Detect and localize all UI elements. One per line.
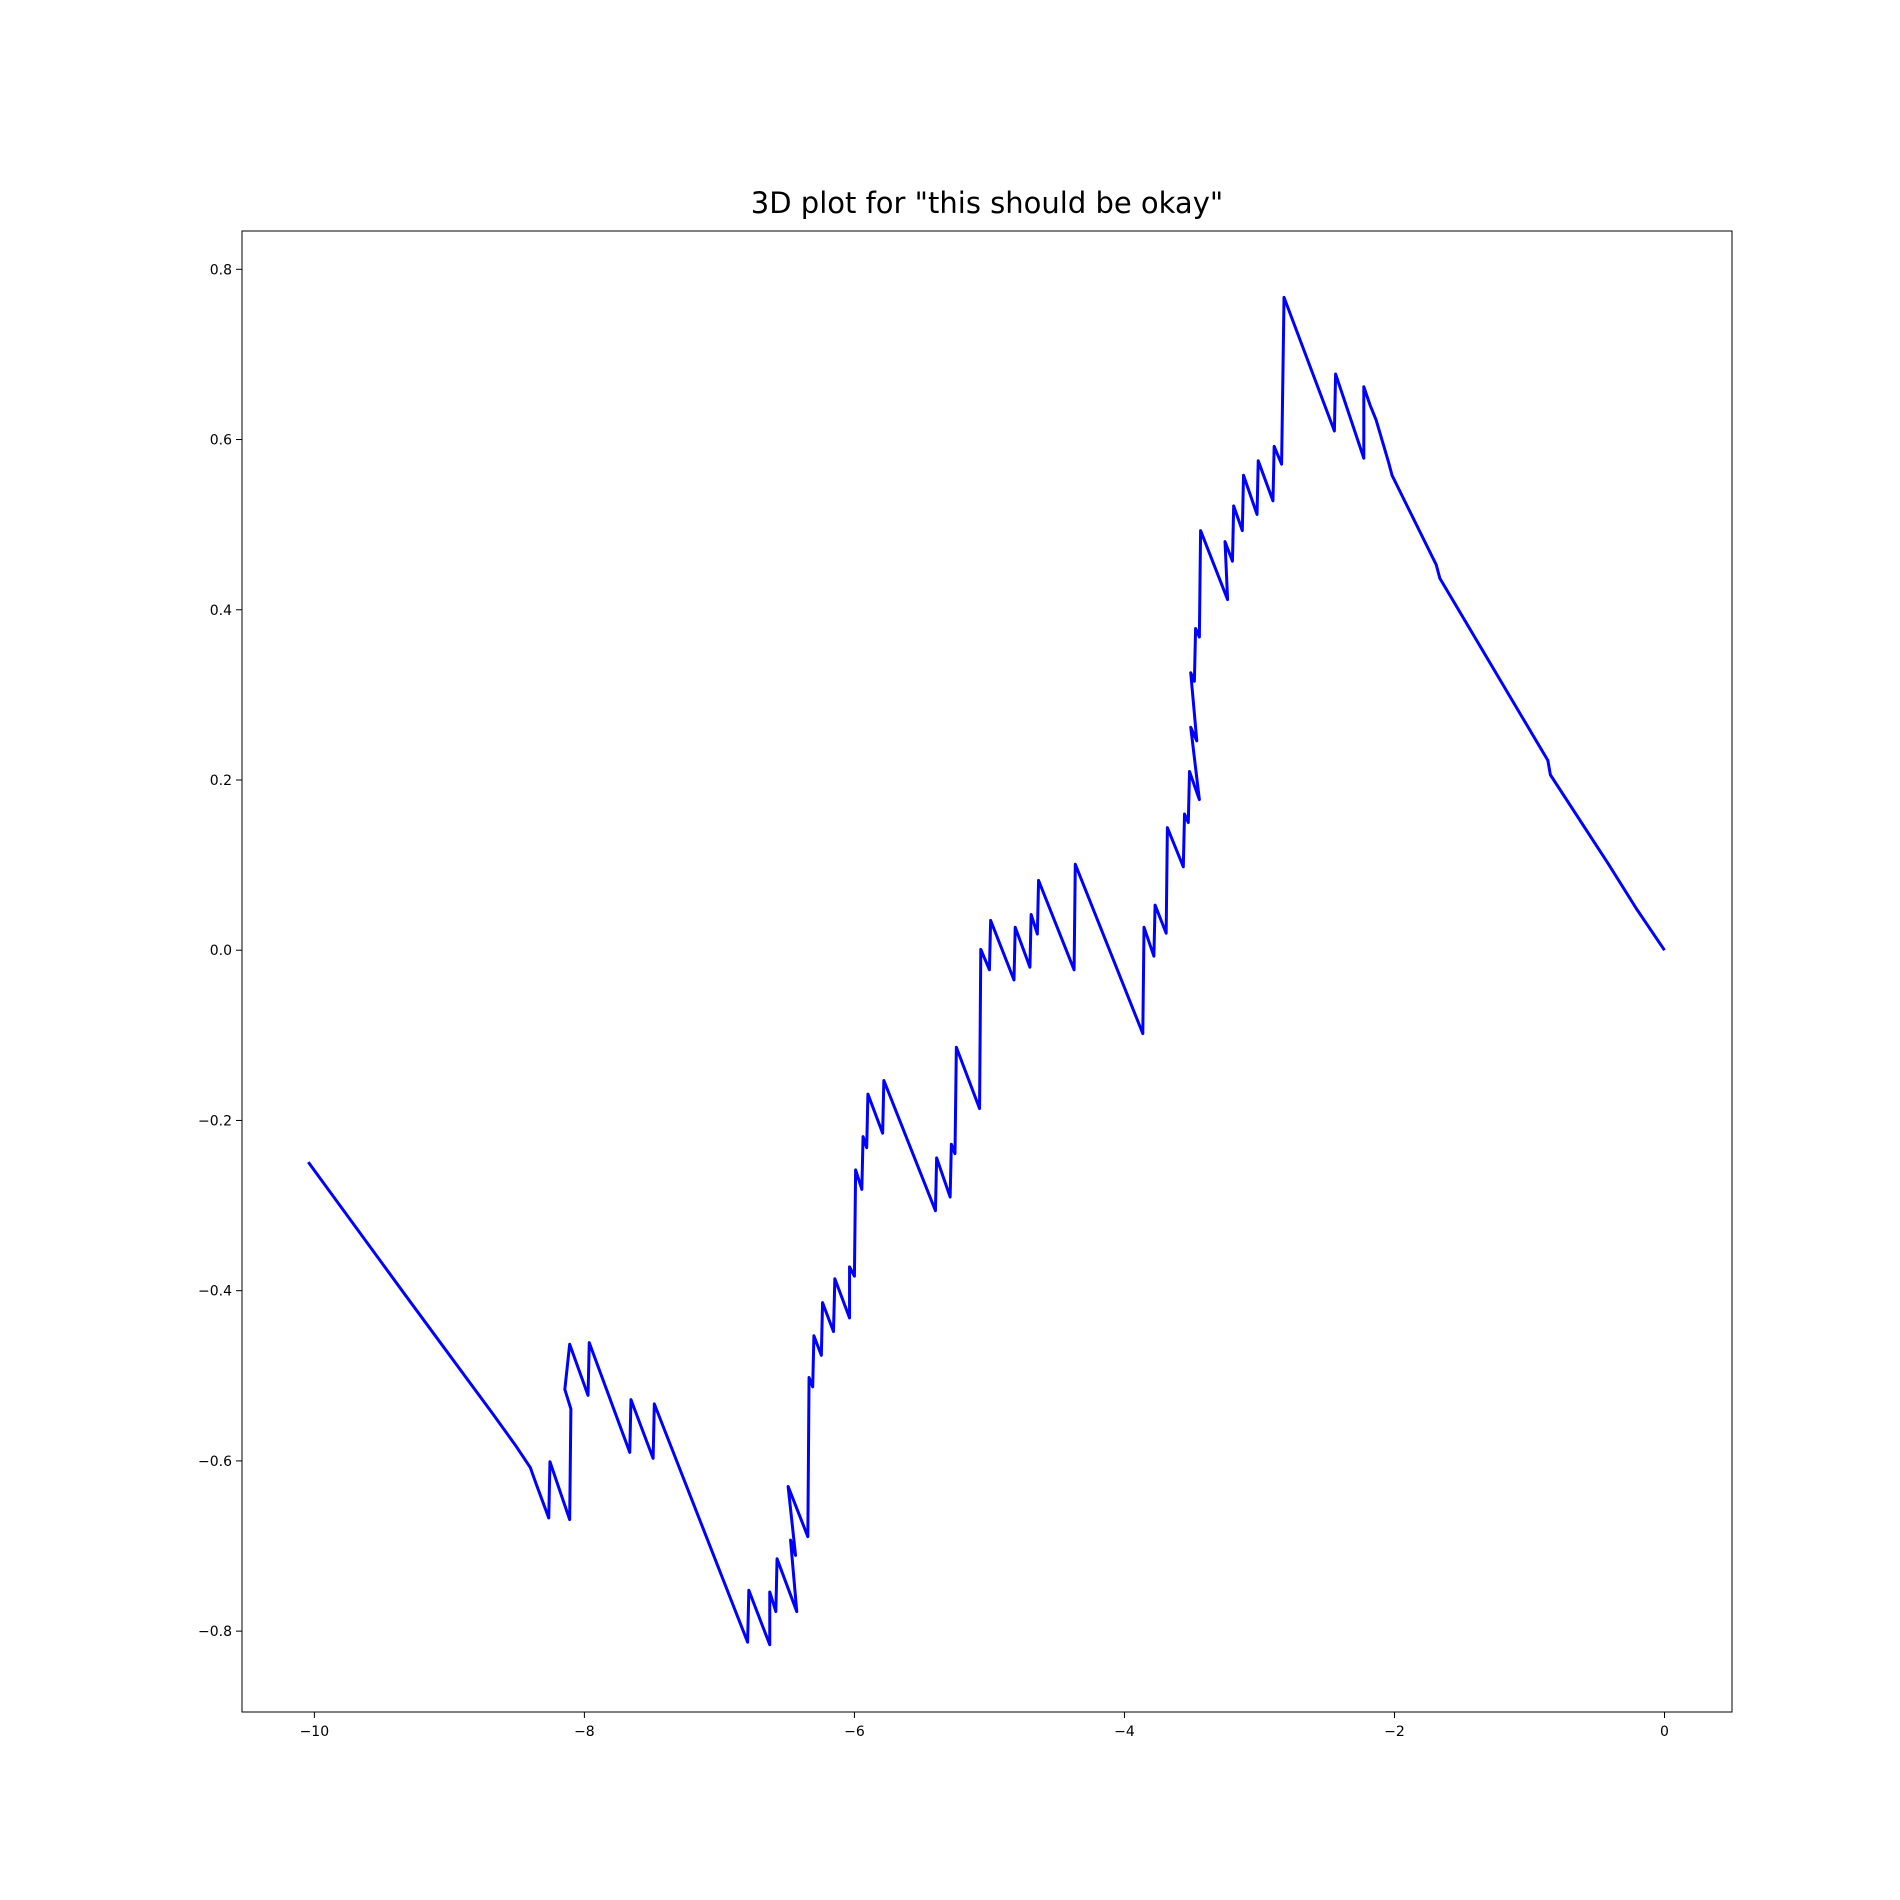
y-tick-label: −0.8 bbox=[198, 1624, 232, 1640]
y-tick-label: −0.2 bbox=[198, 1113, 232, 1129]
chart-title: 3D plot for "this should be okay" bbox=[751, 186, 1223, 220]
x-tick-label: −6 bbox=[844, 1724, 865, 1740]
x-tick-label: −4 bbox=[1114, 1724, 1135, 1740]
y-tick-label: −0.4 bbox=[198, 1284, 232, 1300]
x-tick-label: 0 bbox=[1660, 1724, 1669, 1740]
x-tick-label: −10 bbox=[300, 1724, 330, 1740]
y-tick-label: 0.0 bbox=[210, 943, 232, 959]
y-tick-label: −0.6 bbox=[198, 1454, 232, 1470]
y-tick-label: 0.6 bbox=[210, 433, 232, 449]
x-tick-label: −8 bbox=[574, 1724, 595, 1740]
x-tick-label: −2 bbox=[1384, 1724, 1405, 1740]
plot-frame bbox=[241, 230, 1733, 1713]
y-tick-label: 0.4 bbox=[210, 603, 232, 619]
data-line bbox=[307, 295, 1666, 1647]
y-tick-label: 0.2 bbox=[210, 773, 232, 789]
y-tick-label: 0.8 bbox=[210, 262, 232, 278]
